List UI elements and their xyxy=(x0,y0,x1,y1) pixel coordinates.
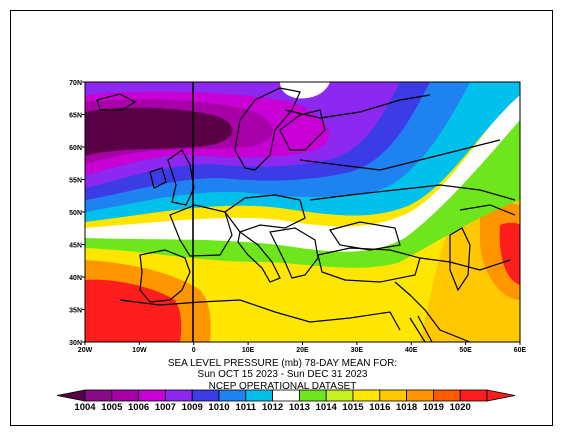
lon-label: 40E xyxy=(405,347,418,354)
colorbar-above-arrow xyxy=(486,389,516,402)
lon-label: 0 xyxy=(192,347,196,354)
lon-label: 20E xyxy=(296,347,309,354)
colorbar-level-label: 1018 xyxy=(396,402,417,413)
lat-label: 65N xyxy=(69,113,82,120)
caption-line-2: Sun OCT 15 2023 - Sun DEC 31 2023 xyxy=(197,369,368,380)
lat-label: 35N xyxy=(69,308,82,315)
lon-label: 20W xyxy=(78,347,93,354)
lat-label: 30N xyxy=(69,340,82,347)
lon-label: 50E xyxy=(459,347,472,354)
colorbar-level-label: 1019 xyxy=(423,402,444,413)
colorbar-level-label: 1016 xyxy=(369,402,390,413)
lat-label: 45N xyxy=(69,243,82,250)
colorbar-level-label: 1014 xyxy=(316,402,338,413)
colorbar-level-label: 1004 xyxy=(74,402,96,413)
colorbar-level-label: 1007 xyxy=(155,402,176,413)
coastlines xyxy=(96,87,516,342)
lon-label: 10E xyxy=(242,347,255,354)
colorbar-level-label: 1013 xyxy=(289,402,310,413)
colorbar-level-label: 1009 xyxy=(182,402,203,413)
lat-label: 50N xyxy=(69,210,82,217)
colorbar-level-label: 1006 xyxy=(128,402,149,413)
colorbar-level-label: 1005 xyxy=(101,402,123,413)
caption-line-3: NCEP OPERATIONAL DATASET xyxy=(208,381,357,392)
lon-label: 60E xyxy=(514,347,527,354)
colorbar-level-label: 1012 xyxy=(262,402,283,413)
lon-label: 30E xyxy=(351,347,364,354)
lat-label: 60N xyxy=(69,145,82,152)
caption-line-1: SEA LEVEL PRESSURE (mb) 78-DAY MEAN FOR: xyxy=(167,358,398,369)
lon-label: 10W xyxy=(132,347,147,354)
lat-label: 70N xyxy=(69,80,82,87)
lat-label: 40N xyxy=(69,275,82,282)
colorbar-level-label: 1015 xyxy=(342,402,364,413)
colorbar-level-label: 1010 xyxy=(208,402,229,413)
pressure-field xyxy=(85,82,520,342)
lat-label: 55N xyxy=(69,178,82,185)
colorbar-level-label: 1020 xyxy=(450,402,471,413)
colorbar: 1004 1005 1006 1007 1009 1010 1011 1012 1013 1014… xyxy=(56,389,516,413)
colorbar-level-label: 1011 xyxy=(235,402,256,413)
